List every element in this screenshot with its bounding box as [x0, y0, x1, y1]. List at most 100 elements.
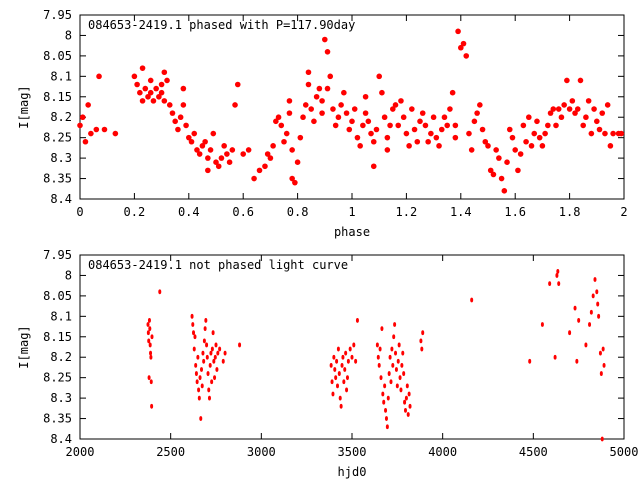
data-point — [384, 416, 388, 421]
data-point — [316, 85, 323, 92]
x-tick-label: 1 — [348, 205, 355, 219]
data-point — [610, 130, 616, 137]
data-point — [588, 130, 595, 137]
data-point — [264, 151, 271, 157]
x-tick-label: 1.2 — [396, 205, 418, 219]
data-point — [447, 106, 453, 112]
data-point — [588, 322, 592, 327]
data-point — [379, 375, 383, 381]
data-point — [601, 346, 605, 352]
data-point — [292, 179, 298, 186]
data-point — [387, 122, 393, 129]
data-point — [474, 110, 480, 116]
data-point — [599, 371, 603, 376]
data-point — [425, 138, 431, 145]
data-point — [172, 118, 178, 125]
y-tick-label: 8.25 — [43, 371, 72, 385]
data-point — [180, 85, 187, 92]
data-point — [569, 98, 576, 104]
data-point — [400, 363, 404, 368]
data-point — [207, 387, 211, 393]
data-point — [345, 387, 349, 393]
data-point — [139, 65, 146, 71]
data-point — [354, 358, 358, 364]
data-point — [334, 375, 338, 381]
data-point — [375, 342, 379, 348]
data-point — [281, 138, 287, 145]
data-point — [482, 138, 489, 145]
data-point — [498, 175, 505, 182]
data-point — [199, 143, 206, 149]
data-point — [396, 358, 400, 364]
data-point — [278, 122, 285, 129]
data-point — [573, 305, 577, 311]
data-point — [550, 106, 557, 112]
data-point — [398, 375, 402, 381]
data-point — [150, 334, 154, 340]
data-point — [210, 379, 214, 385]
data-point — [470, 297, 474, 303]
data-point — [557, 281, 561, 287]
y-tick-label: 8.35 — [43, 412, 72, 426]
data-point — [158, 289, 162, 295]
data-point — [199, 416, 203, 421]
x-tick-label: 5000 — [610, 445, 639, 459]
data-point — [311, 118, 317, 125]
data-point — [368, 130, 374, 137]
data-point — [283, 130, 290, 137]
data-point — [270, 143, 276, 149]
data-point — [193, 334, 197, 340]
data-point — [341, 354, 345, 360]
data-point — [164, 77, 170, 84]
data-point — [542, 130, 548, 137]
data-point — [351, 106, 358, 112]
data-point — [131, 73, 138, 80]
y-axis-label: I[mag] — [17, 85, 31, 128]
data-point — [433, 134, 440, 141]
data-point — [300, 114, 306, 121]
y-tick-label: 8.3 — [50, 391, 72, 405]
data-point — [324, 49, 331, 55]
data-point — [224, 151, 230, 157]
data-point — [490, 171, 497, 178]
data-point — [346, 358, 350, 364]
data-point — [479, 126, 486, 133]
data-point — [506, 126, 513, 133]
data-point — [403, 130, 410, 137]
data-point — [190, 313, 194, 319]
data-point — [390, 346, 394, 352]
data-point — [262, 163, 268, 170]
data-point — [251, 175, 257, 182]
data-point — [344, 350, 348, 356]
data-point — [539, 143, 546, 149]
data-point — [384, 134, 391, 141]
data-point — [329, 363, 333, 368]
data-point — [332, 354, 336, 360]
data-point — [528, 143, 535, 149]
y-tick-label: 7.95 — [43, 8, 72, 22]
data-point — [348, 346, 352, 352]
data-point — [146, 330, 150, 336]
data-point — [386, 395, 390, 401]
data-point — [370, 163, 377, 170]
data-point — [335, 114, 342, 121]
data-point — [403, 399, 407, 405]
data-point — [577, 318, 581, 323]
x-tick-label: 2500 — [156, 445, 185, 459]
data-point — [391, 363, 395, 368]
y-tick-label: 8.1 — [50, 69, 72, 83]
data-point — [148, 326, 152, 331]
data-point — [580, 122, 586, 129]
data-point — [380, 326, 384, 331]
data-point — [388, 354, 392, 360]
data-point — [192, 330, 196, 336]
data-point — [338, 102, 344, 108]
data-point — [393, 322, 397, 327]
data-point — [350, 354, 354, 360]
chart-title: 084653-2419.1 not phased light curve — [88, 258, 348, 272]
data-point — [238, 342, 242, 348]
data-point — [390, 106, 396, 112]
data-point — [196, 151, 203, 157]
